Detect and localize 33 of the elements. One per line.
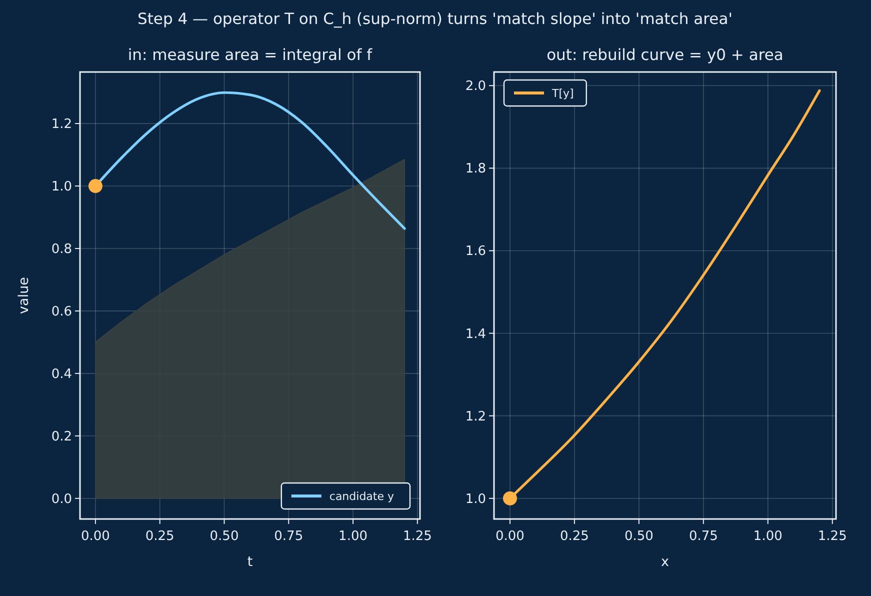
x-tick-label: 0.25 — [560, 529, 589, 544]
x-tick-label: 0.00 — [80, 529, 110, 544]
x-axis-title: t — [247, 554, 253, 570]
text: Step 4 — operator T on C_h (sup-norm) turns 'match slope' into 'match area' — [138, 10, 732, 28]
chart-title: in: measure area = integral of f — [128, 46, 373, 64]
y-tick-label: 0.4 — [51, 366, 72, 382]
x-tick-label: 1.00 — [338, 529, 368, 544]
x-tick-label: 0.75 — [688, 529, 718, 544]
y-tick-label: 1.2 — [51, 117, 72, 132]
y-tick-label: 0.2 — [51, 429, 72, 444]
x-tick-label: 0.25 — [145, 529, 174, 544]
chart-title: out: rebuild curve = y0 + area — [546, 46, 784, 64]
x-tick-label: 1.00 — [753, 529, 782, 544]
y-tick-label: 1.8 — [465, 162, 486, 177]
y-tick-label: 0.0 — [51, 492, 72, 507]
x-tick-label: 0.00 — [496, 529, 524, 544]
legend-label: T[y] — [551, 87, 574, 100]
y-tick-label: 1.2 — [465, 409, 486, 424]
y-tick-label: 2.0 — [465, 79, 486, 94]
x-tick-label: 1.25 — [402, 529, 432, 544]
x-tick-label: 0.75 — [274, 529, 304, 544]
y-tick-label: 1.0 — [465, 492, 486, 507]
y-tick-label: 0.6 — [51, 304, 72, 320]
x-tick-label: 0.50 — [624, 529, 654, 544]
y-tick-label: 1.6 — [465, 244, 486, 260]
y-tick-label: 0.8 — [51, 242, 72, 257]
x-axis-title: x — [661, 554, 669, 570]
x-tick-label: 1.25 — [818, 529, 847, 544]
y-tick-label: 1.4 — [465, 326, 486, 342]
x-tick-label: 0.50 — [210, 529, 239, 544]
y-axis-title: value — [16, 277, 32, 314]
y-tick-label: 1.0 — [51, 180, 72, 195]
legend-label: candidate y — [329, 490, 394, 503]
